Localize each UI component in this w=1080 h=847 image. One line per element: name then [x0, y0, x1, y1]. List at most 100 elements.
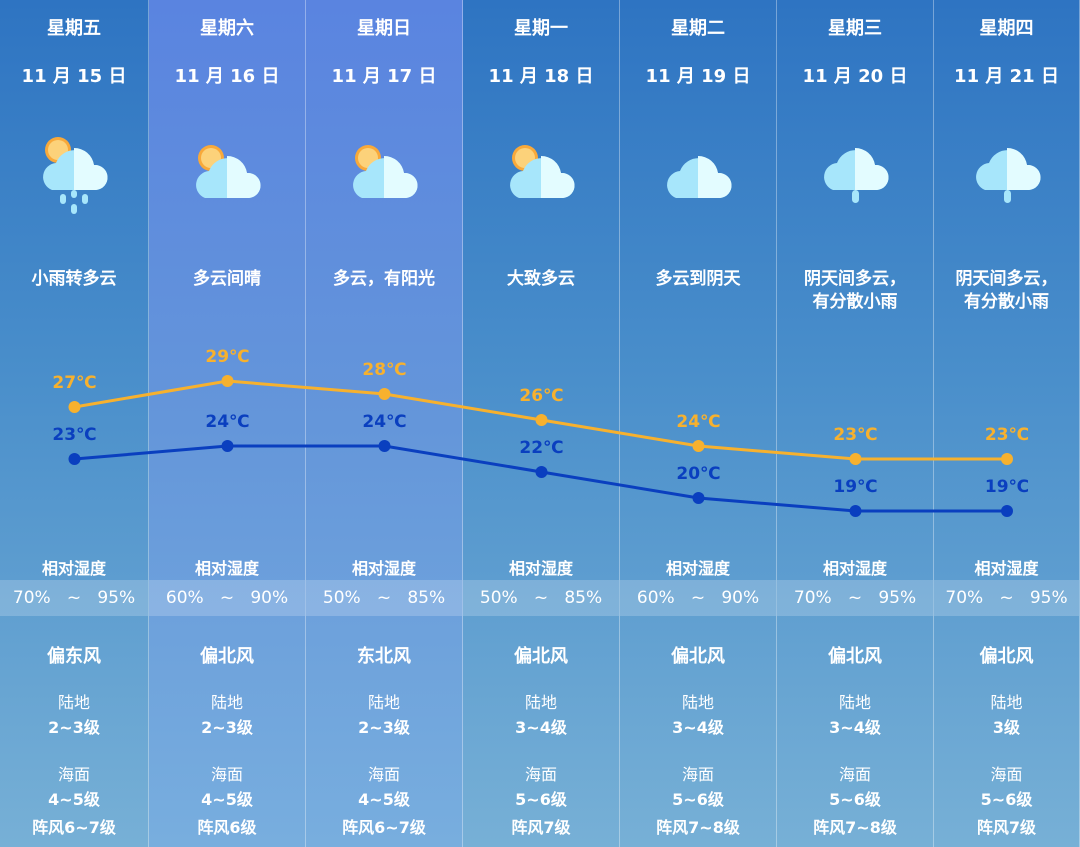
- weather-description: 阴天间多云， 有分散小雨: [804, 269, 906, 312]
- sea-wind-level: 5~6级: [672, 790, 724, 809]
- sea-wind-level: 4~5级: [48, 790, 100, 809]
- sun-cloud-rain-icon: [38, 128, 110, 214]
- land-label: 陆地: [210, 693, 243, 712]
- humidity-label: 相对湿度: [665, 559, 730, 578]
- wind-direction: 偏北风: [671, 646, 725, 667]
- humidity-label: 相对湿度: [508, 559, 573, 578]
- date: 11 月 17 日: [331, 66, 437, 87]
- gust-level: 阵风6~7级: [342, 818, 426, 837]
- humidity-label: 相对湿度: [194, 559, 259, 578]
- land-wind-level: 2~3级: [358, 718, 410, 737]
- high-temp-point: [692, 440, 705, 452]
- sea-wind-level: 5~6级: [829, 790, 881, 809]
- weather-description: 大致多云: [507, 269, 575, 289]
- land-label: 陆地: [990, 693, 1023, 712]
- sea-label: 海面: [57, 765, 90, 784]
- wind-direction: 偏北风: [514, 646, 568, 667]
- high-temp-point: [849, 453, 862, 465]
- sea-label: 海面: [990, 765, 1023, 784]
- humidity-label: 相对湿度: [822, 559, 887, 578]
- gust-level: 阵风6~7级: [32, 818, 116, 837]
- low-temp-point: [1001, 505, 1013, 517]
- land-wind-level: 3级: [992, 718, 1021, 737]
- low-temp-label: 19℃: [985, 477, 1029, 497]
- day-column: 星期二 11 月 19 日 多云到阴天 相对湿度 60% ~ 90% 偏北风 陆…: [620, 0, 777, 847]
- humidity-label: 相对湿度: [351, 559, 416, 578]
- weather-description: 小雨转多云: [31, 269, 117, 289]
- high-temp-point: [221, 375, 234, 387]
- weekday: 星期日: [357, 18, 411, 39]
- land-wind-level: 2~3级: [48, 718, 100, 737]
- weekday: 星期五: [47, 18, 101, 39]
- land-wind-level: 3~4级: [829, 718, 881, 737]
- low-temp-point: [68, 453, 81, 465]
- low-temp-label: 24℃: [362, 412, 406, 432]
- sea-label: 海面: [524, 765, 557, 784]
- day-column: 星期六 11 月 16 日 多云间晴 相对湿度 60% ~ 90% 偏北风 陆地…: [149, 0, 306, 847]
- wind-direction: 偏北风: [200, 646, 254, 667]
- high-temp-point: [535, 414, 548, 426]
- sea-wind-level: 4~5级: [358, 790, 410, 809]
- low-temp-point: [692, 492, 705, 504]
- day-column: 星期三 11 月 20 日 阴天间多云， 有分散小雨 相对湿度 70% ~ 95…: [777, 0, 934, 847]
- high-temp-label: 26℃: [519, 386, 563, 406]
- gust-level: 阵风7~8级: [813, 818, 897, 837]
- humidity-range: 50% ~ 85%: [306, 580, 462, 616]
- date: 11 月 20 日: [802, 66, 908, 87]
- high-temp-point: [1001, 453, 1013, 465]
- wind-direction: 东北风: [357, 646, 411, 667]
- date: 11 月 15 日: [21, 66, 127, 87]
- low-temp-label: 20℃: [676, 464, 720, 484]
- humidity-range: 60% ~ 90%: [620, 580, 776, 616]
- high-temp-label: 24℃: [676, 412, 720, 432]
- land-label: 陆地: [57, 693, 90, 712]
- humidity-label: 相对湿度: [974, 559, 1039, 578]
- weather-description: 阴天间多云， 有分散小雨: [955, 269, 1058, 312]
- weather-description: 多云，有阳光: [333, 269, 435, 289]
- wind-direction: 偏北风: [828, 646, 882, 667]
- sea-label: 海面: [681, 765, 714, 784]
- day-column: 星期一 11 月 18 日 大致多云 相对湿度 50% ~ 85% 偏北风 陆地…: [463, 0, 620, 847]
- humidity-range: 70% ~ 95%: [777, 580, 933, 616]
- date: 11 月 18 日: [488, 66, 594, 87]
- low-temp-point: [378, 440, 391, 452]
- cloud-icon: [662, 128, 734, 208]
- low-temp-label: 24℃: [205, 412, 249, 432]
- land-label: 陆地: [838, 693, 871, 712]
- day-column: 星期日 11 月 17 日 多云，有阳光 相对湿度 50% ~ 85% 东北风 …: [306, 0, 463, 847]
- humidity-range: 70% ~ 95%: [0, 580, 148, 616]
- humidity-label: 相对湿度: [41, 559, 106, 578]
- sea-label: 海面: [367, 765, 400, 784]
- wind-direction: 偏北风: [979, 646, 1034, 667]
- gust-level: 阵风7级: [511, 818, 571, 837]
- low-temp-point: [221, 440, 234, 452]
- humidity-range: 60% ~ 90%: [149, 580, 305, 616]
- land-wind-level: 3~4级: [515, 718, 567, 737]
- humidity-range: 50% ~ 85%: [463, 580, 619, 616]
- sun-cloud-icon: [505, 128, 577, 208]
- sea-wind-level: 5~6级: [980, 790, 1033, 809]
- land-label: 陆地: [524, 693, 557, 712]
- high-temp-label: 27℃: [52, 373, 96, 393]
- high-temp-label: 29℃: [205, 347, 249, 367]
- date: 11 月 21 日: [954, 66, 1059, 87]
- gust-level: 阵风6级: [197, 818, 257, 837]
- weekday: 星期二: [671, 18, 725, 39]
- sea-label: 海面: [210, 765, 243, 784]
- high-temp-label: 23℃: [833, 425, 877, 445]
- sun-cloud-icon: [191, 128, 263, 208]
- gust-level: 阵风7~8级: [656, 818, 740, 837]
- land-wind-level: 2~3级: [201, 718, 253, 737]
- low-temp-point: [849, 505, 862, 517]
- weekday: 星期三: [828, 18, 882, 39]
- high-temp-point: [378, 388, 391, 400]
- date: 11 月 16 日: [174, 66, 280, 87]
- sea-wind-level: 4~5级: [201, 790, 253, 809]
- cloud-rain-icon: [971, 128, 1043, 208]
- wind-direction: 偏东风: [47, 646, 101, 667]
- weekday: 星期四: [979, 18, 1034, 39]
- low-temp-label: 22℃: [519, 438, 563, 458]
- date: 11 月 19 日: [645, 66, 751, 87]
- humidity-range: 70% ~ 95%: [934, 580, 1079, 616]
